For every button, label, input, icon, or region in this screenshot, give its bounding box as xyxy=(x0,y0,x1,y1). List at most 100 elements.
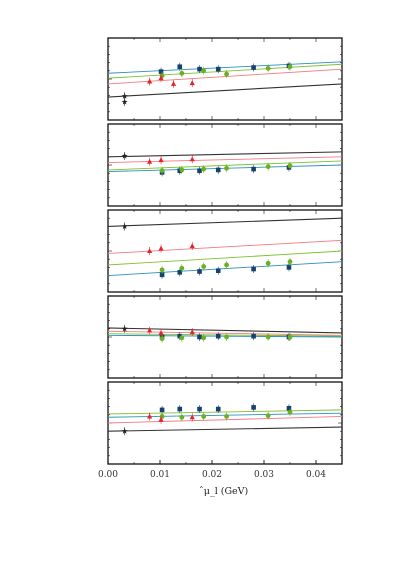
x-tick-label: 0.04 xyxy=(306,470,326,480)
data-point-circle xyxy=(179,70,185,76)
fit-line-blue xyxy=(107,261,343,277)
data-point-triangle xyxy=(147,158,153,164)
data-point-triangle xyxy=(189,329,195,335)
x-tick-label: 0.03 xyxy=(254,470,274,480)
fit-line-blue xyxy=(107,61,343,74)
data-point-circle xyxy=(265,164,271,170)
data-point-square xyxy=(177,64,183,69)
data-point-star xyxy=(121,93,128,99)
fit-line-red xyxy=(107,330,343,336)
fit-line-green xyxy=(107,160,343,171)
data-point-square xyxy=(197,168,202,174)
panel-5 xyxy=(107,381,343,465)
data-point-circle xyxy=(224,262,229,268)
data-point-triangle xyxy=(147,413,153,419)
panel-1 xyxy=(107,37,343,121)
fit-line-red xyxy=(107,415,343,424)
data-point-square xyxy=(286,265,292,270)
data-point-square xyxy=(215,268,221,273)
data-point-square xyxy=(158,69,164,74)
data-point-circle xyxy=(159,336,165,342)
data-point-square xyxy=(177,270,183,275)
data-point-square xyxy=(177,333,183,339)
data-point-circle xyxy=(159,267,165,273)
data-point-circle xyxy=(224,165,229,171)
data-point-circle xyxy=(224,414,229,419)
data-point-circle xyxy=(265,65,271,71)
fit-line-black xyxy=(107,217,343,227)
fit-line-black xyxy=(107,151,343,158)
data-point-square xyxy=(251,333,256,339)
data-point-square xyxy=(159,407,165,413)
data-point-square xyxy=(251,166,256,172)
panel-frame xyxy=(107,381,343,465)
data-point-square xyxy=(197,66,202,72)
data-point-circle xyxy=(265,413,271,419)
data-point-triangle xyxy=(147,78,153,84)
data-point-circle xyxy=(179,167,185,173)
x-tick-label: 0.02 xyxy=(202,470,222,480)
data-point-star xyxy=(121,152,128,159)
data-point-square xyxy=(286,405,292,411)
data-point-square xyxy=(159,272,165,278)
data-point-triangle xyxy=(170,81,177,86)
data-point-triangle xyxy=(189,243,195,249)
data-point-square xyxy=(215,406,221,412)
data-point-circle xyxy=(287,259,293,265)
panel-3 xyxy=(107,209,343,293)
data-point-square xyxy=(215,333,221,339)
fit-line-red xyxy=(107,156,343,163)
fit-line-green xyxy=(107,250,343,266)
fit-line-green xyxy=(107,333,343,337)
data-point-circle xyxy=(287,334,293,340)
data-point-square xyxy=(197,334,202,340)
data-point-square xyxy=(215,66,221,72)
data-point-star xyxy=(121,325,128,332)
data-point-square xyxy=(215,167,221,173)
data-point-circle xyxy=(265,260,271,266)
fit-line-red xyxy=(107,239,343,254)
fit-line-red xyxy=(107,68,343,85)
data-point-triangle xyxy=(158,157,164,163)
data-point-triangle xyxy=(189,156,195,162)
data-point-triangle xyxy=(147,248,153,253)
data-point-star xyxy=(121,223,128,229)
data-point-circle xyxy=(287,64,293,70)
x-axis: 0.00 0.01 0.02 0.03 0.04 xyxy=(98,460,342,480)
data-point-triangle xyxy=(158,75,164,81)
data-point-square xyxy=(251,65,256,70)
panels xyxy=(107,37,343,465)
fit-line-green xyxy=(107,409,343,415)
data-point-circle xyxy=(201,264,207,269)
data-point-triangle xyxy=(189,80,195,86)
data-point-square xyxy=(251,266,256,272)
data-point-triangle xyxy=(158,330,164,335)
data-point-square xyxy=(197,269,202,274)
data-point-circle xyxy=(179,335,185,341)
data-point-circle xyxy=(224,71,229,77)
data-point-circle xyxy=(201,414,207,419)
data-point-circle xyxy=(287,163,293,169)
data-point-triangle xyxy=(147,327,153,333)
fit-line-black xyxy=(107,83,343,98)
data-point-square xyxy=(197,406,202,412)
data-point-circle xyxy=(224,334,229,340)
data-point-square xyxy=(177,406,183,412)
x-axis-label: ̂μ_l (GeV) xyxy=(200,486,248,497)
data-point-circle xyxy=(201,68,207,74)
fit-line-black xyxy=(107,426,343,432)
data-point-circle xyxy=(179,265,185,271)
data-point-triangle xyxy=(189,414,195,420)
data-point-circle xyxy=(265,334,271,340)
data-point-triangle xyxy=(158,416,164,422)
data-point-circle xyxy=(201,166,207,172)
x-tick-label: 0.00 xyxy=(98,470,118,480)
data-point-circle xyxy=(159,168,165,174)
data-point-star xyxy=(121,98,128,105)
data-point-circle xyxy=(287,409,293,415)
data-point-circle xyxy=(201,335,207,341)
panel-2 xyxy=(107,123,343,207)
data-point-star xyxy=(121,428,128,434)
data-point-triangle xyxy=(158,245,164,251)
